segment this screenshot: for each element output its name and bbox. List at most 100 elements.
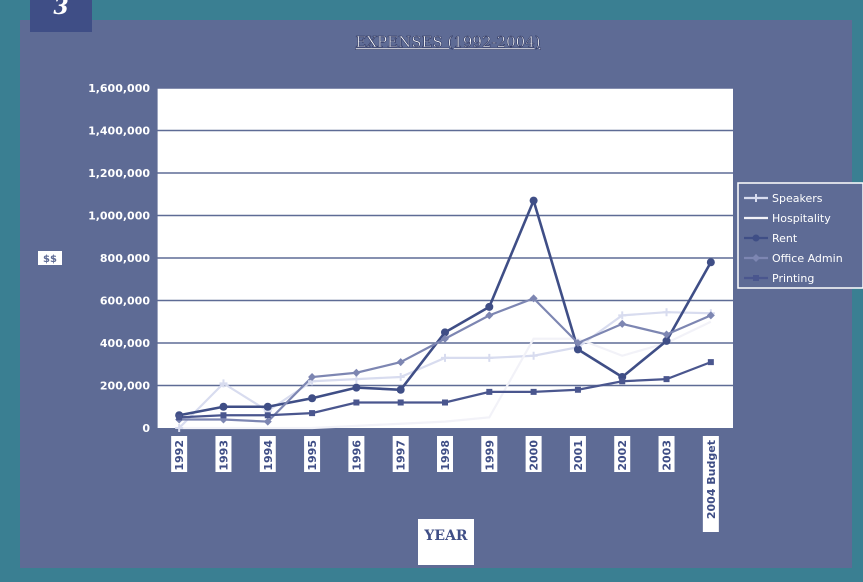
legend-marker	[753, 275, 759, 281]
x-tick-label-box	[392, 436, 409, 472]
data-point-speakers	[441, 353, 449, 362]
series-markers	[175, 196, 715, 432]
x-tick-label: 1994	[262, 440, 275, 471]
gridlines	[156, 87, 733, 428]
x-tick-label-box	[525, 436, 542, 472]
data-point-printing	[442, 399, 448, 406]
data-point-office-admin	[352, 368, 361, 377]
x-tick-label: 2000	[528, 440, 541, 471]
chart-title: EXPENSES (1992-2004)	[355, 33, 540, 51]
legend-marker	[752, 234, 760, 242]
legend-label: Hospitality	[772, 212, 831, 225]
x-tick-label-box	[437, 436, 453, 472]
data-point-rent	[441, 328, 449, 337]
x-tick-label-box	[304, 436, 321, 472]
legend-label: Speakers	[772, 192, 823, 205]
data-point-office-admin	[263, 417, 272, 426]
x-tick-label: 1998	[439, 440, 452, 471]
x-tick-label-box	[171, 436, 188, 472]
legend-label: Rent	[772, 232, 798, 245]
x-tick-label-box	[658, 436, 675, 472]
y-axis-label-box	[38, 251, 62, 265]
data-point-speakers	[529, 351, 538, 360]
data-point-speakers	[618, 311, 627, 320]
x-tick-label-box	[259, 436, 276, 472]
x-tick-label: 1997	[395, 440, 408, 471]
x-tick-label: 1999	[483, 440, 496, 471]
x-tick-label: 1993	[217, 440, 230, 471]
data-point-printing	[707, 359, 714, 366]
data-point-rent	[396, 385, 405, 394]
data-point-printing	[309, 410, 316, 417]
data-point-rent	[529, 196, 538, 205]
x-tick-label-box	[614, 436, 631, 472]
legend-marker	[752, 254, 760, 262]
data-point-speakers	[219, 379, 228, 388]
x-tick-label-box	[569, 436, 586, 472]
y-tick-label: 1,000,000	[88, 210, 150, 223]
x-tick-label: 2004 Budget	[705, 440, 718, 519]
data-point-rent	[219, 402, 228, 411]
data-point-rent	[662, 336, 671, 345]
y-tick-label: 400,000	[100, 337, 150, 350]
x-tick-label-box	[348, 436, 365, 472]
x-tick-label: 2003	[661, 440, 674, 471]
data-point-rent	[573, 345, 582, 354]
x-tick-label: 2001	[572, 440, 585, 471]
y-tick-label: 600,000	[100, 295, 150, 308]
legend-marker	[752, 194, 760, 202]
data-point-printing	[486, 388, 493, 395]
x-axis-label-box	[418, 519, 474, 565]
data-point-printing	[220, 412, 227, 419]
data-point-office-admin	[706, 311, 715, 320]
x-tick-label: 1996	[350, 440, 363, 471]
data-point-printing	[264, 412, 271, 419]
data-point-office-admin	[308, 373, 317, 381]
data-point-rent	[485, 302, 494, 311]
data-point-rent	[352, 383, 361, 392]
data-point-rent	[308, 394, 317, 403]
data-point-printing	[353, 399, 360, 406]
series-line-hospitality	[179, 320, 712, 430]
data-point-speakers	[485, 353, 494, 362]
y-tick-label: 200,000	[100, 380, 150, 393]
legend-label: Printing	[772, 272, 814, 285]
data-point-office-admin	[618, 319, 627, 328]
x-tick-label-box	[702, 436, 719, 532]
y-tick-label: 800,000	[100, 252, 150, 265]
x-tick-labels: 1992 1993 1994 1995 1996 1997 1998 1999 2000 2001…	[171, 436, 719, 532]
x-tick-label-box	[215, 436, 232, 472]
x-tick-label: 2002	[616, 440, 629, 471]
data-point-speakers	[175, 424, 184, 432]
data-point-printing	[176, 414, 183, 421]
legend: Speakers Hospitality Rent Office Admin Print…	[737, 182, 863, 289]
y-tick-label: 1,600,000	[88, 82, 150, 95]
data-point-office-admin	[529, 294, 538, 303]
slide-number-badge	[30, 0, 92, 32]
data-point-printing	[663, 376, 670, 383]
data-point-office-admin	[396, 358, 405, 367]
data-point-office-admin	[441, 334, 449, 343]
y-tick-label: 1,400,000	[88, 125, 150, 138]
x-tick-label: 1992	[173, 440, 186, 471]
data-point-printing	[530, 388, 537, 395]
data-point-speakers	[662, 308, 671, 317]
data-point-office-admin	[662, 330, 671, 339]
slide-number: 3	[53, 0, 68, 20]
y-tick-label: 0	[142, 422, 150, 435]
y-tick-labels: 0 200,000 400,000 600,000 800,000 1,000,000 1,…	[88, 82, 150, 435]
data-point-printing	[574, 386, 581, 393]
data-point-rent	[263, 402, 272, 411]
data-point-office-admin	[573, 339, 582, 347]
x-axis-label: YEAR	[423, 528, 468, 544]
data-point-speakers	[396, 373, 405, 381]
data-point-printing	[397, 399, 404, 406]
x-tick-label: 1995	[306, 440, 319, 471]
data-point-office-admin	[485, 311, 494, 320]
data-point-printing	[619, 378, 626, 385]
legend-label: Office Admin	[772, 252, 843, 265]
data-point-rent	[706, 258, 715, 267]
x-tick-label-box	[481, 436, 498, 472]
